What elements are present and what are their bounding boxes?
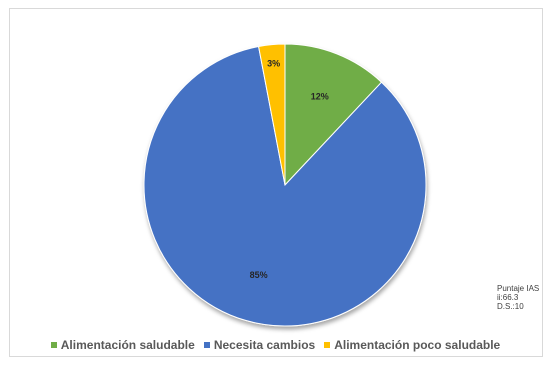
legend-label: Alimentación poco saludable	[334, 338, 501, 352]
ias-std-dev-value: D.S.:10	[497, 302, 524, 311]
ias-stats-annotation: Puntaje IAS ii:66.3 D.S.:10	[497, 284, 539, 311]
ias-score-label: Puntaje IAS	[497, 284, 540, 293]
pie-data-label-2: 3%	[267, 59, 280, 69]
pie-slice-2	[257, 43, 286, 186]
pie-slice-1	[143, 45, 427, 327]
pie-data-label-1: 85%	[250, 270, 268, 280]
legend-label: Alimentación saludable	[60, 338, 195, 352]
pie-data-label-0: 12%	[311, 92, 329, 102]
pie-data-labels: 12% 85% 3%	[250, 59, 329, 280]
pie-slice-0	[284, 43, 383, 187]
legend-item-alimentacion-poco-saludable: Alimentación poco saludable	[324, 338, 500, 352]
legend-swatch-yellow	[324, 342, 331, 348]
ias-mean-value: ii:66.3	[497, 293, 519, 302]
pie-slices	[143, 43, 427, 327]
legend-item-alimentacion-saludable: Alimentación saludable	[50, 338, 195, 352]
legend-item-necesita-cambios: Necesita cambios	[203, 338, 316, 352]
legend-label: Necesita cambios	[213, 338, 316, 352]
chart-legend: Alimentación saludable Necesita cambios …	[0, 338, 551, 352]
legend-swatch-blue	[203, 342, 210, 348]
legend-swatch-green	[50, 342, 57, 348]
